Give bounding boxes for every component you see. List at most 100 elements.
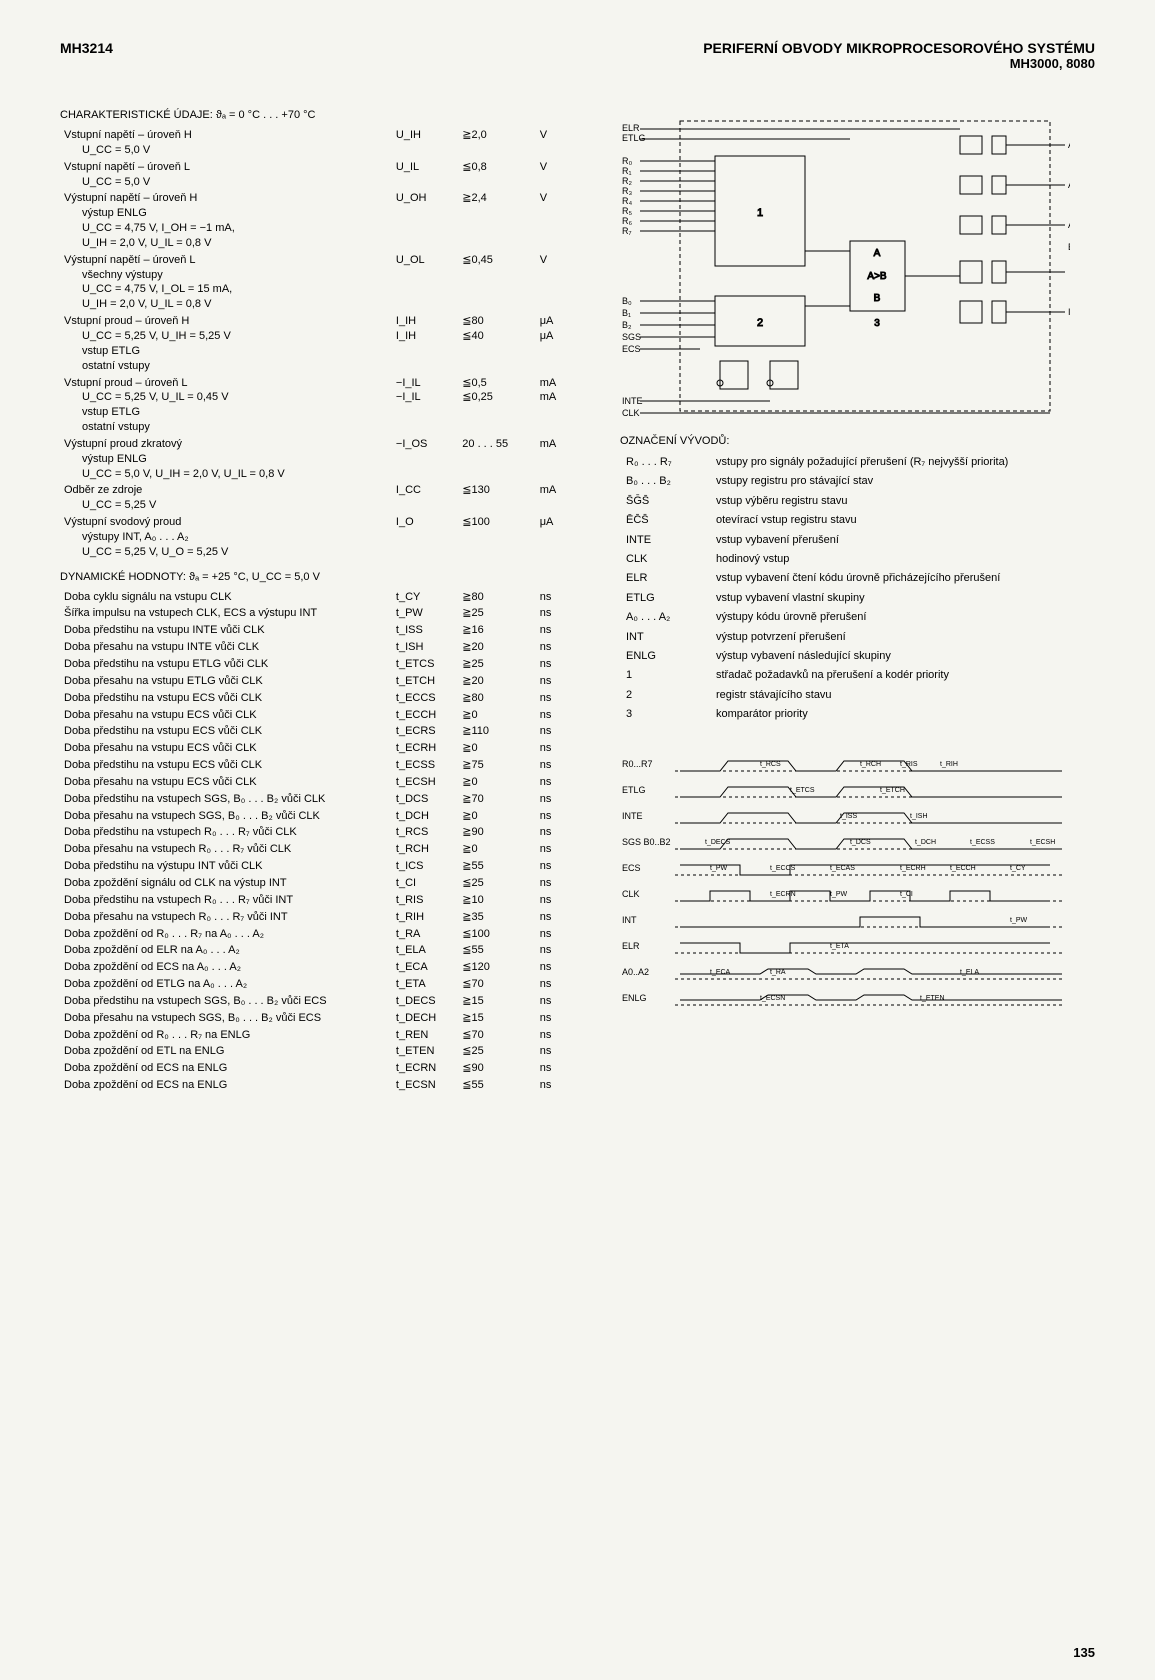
svg-text:t_ECAS: t_ECAS (830, 865, 855, 872)
svg-text:t_ECSH: t_ECSH (1030, 839, 1055, 846)
svg-text:t_ECSS: t_ECSS (970, 839, 995, 846)
pin-name: R₀ . . . R₇ (620, 453, 710, 472)
spec-desc: Doba předstihu na vstupu ECS vůči CLK (60, 757, 392, 774)
spec-unit: ns (536, 656, 580, 673)
spec-unit: ns (536, 740, 580, 757)
spec-symbol: t_DECH (392, 1010, 458, 1027)
svg-text:R0...R7: R0...R7 (622, 759, 653, 769)
spec-unit: ns (536, 1060, 580, 1077)
title: PERIFERNÍ OBVODY MIKROPROCESOROVÉHO SYST… (703, 40, 1095, 56)
svg-text:INTE: INTE (622, 396, 643, 406)
spec-desc: Doba přesahu na vstupu ECS vůči CLK (60, 740, 392, 757)
spec-unit: μAμA (536, 313, 580, 374)
pin-desc: výstupy kódu úrovně přerušení (710, 608, 1095, 627)
spec-symbol: t_ECRN (392, 1060, 458, 1077)
spec-symbol: t_RCS (392, 824, 458, 841)
spec-unit: ns (536, 1077, 580, 1094)
pin-desc: registr stávajícího stavu (710, 686, 1095, 705)
pin-desc: komparátor priority (710, 705, 1095, 724)
svg-text:B₁: B₁ (622, 308, 631, 318)
block-diagram: 1 2 A A>B B 3 (620, 101, 1095, 421)
spec-value: ≦80≦40 (458, 313, 535, 374)
svg-text:t_ECCH: t_ECCH (950, 865, 976, 872)
spec-value: ≧75 (458, 757, 535, 774)
spec-desc: Doba zpoždění od R₀ . . . R₇ na ENLG (60, 1027, 392, 1044)
svg-text:A₁: A₁ (1068, 180, 1070, 190)
spec-symbol: −I_OS (392, 436, 458, 483)
spec-value: ≦100 (458, 926, 535, 943)
spec-symbol: t_ETEN (392, 1043, 458, 1060)
spec-value: ≧110 (458, 723, 535, 740)
spec-desc: Doba zpoždění od ETL na ENLG (60, 1043, 392, 1060)
spec-value: ≧0 (458, 774, 535, 791)
spec-value: ≧20 (458, 673, 535, 690)
spec-symbol: t_REN (392, 1027, 458, 1044)
spec-desc: Doba přesahu na vstupu ETLG vůči CLK (60, 673, 392, 690)
svg-text:t_DCS: t_DCS (850, 839, 871, 846)
svg-text:A>B: A>B (867, 271, 887, 282)
spec-value: ≦55 (458, 942, 535, 959)
pin-desc: vstupy registru pro stávající stav (710, 472, 1095, 491)
spec-value: ≦90 (458, 1060, 535, 1077)
spec-value: ≧55 (458, 858, 535, 875)
spec-unit: ns (536, 892, 580, 909)
pin-name: ETLG (620, 589, 710, 608)
spec-value: ≧0 (458, 707, 535, 724)
spec-symbol: I_O (392, 514, 458, 561)
spec-symbol: t_DECS (392, 993, 458, 1010)
pin-desc: vstup výběru registru stavu (710, 492, 1095, 511)
svg-text:ENLG: ENLG (1068, 242, 1070, 252)
svg-text:ECS: ECS (622, 863, 641, 873)
svg-text:R₂: R₂ (622, 176, 632, 186)
svg-text:R₆: R₆ (622, 216, 632, 226)
part-number: MH3214 (60, 40, 113, 56)
spec-unit: ns (536, 824, 580, 841)
pin-name: 3 (620, 705, 710, 724)
svg-text:t_ECSN: t_ECSN (760, 995, 785, 1002)
spec-unit: ns (536, 976, 580, 993)
spec-value: ≦25 (458, 1043, 535, 1060)
spec-symbol: t_RIS (392, 892, 458, 909)
spec-symbol: t_PW (392, 605, 458, 622)
spec-symbol: U_IH (392, 127, 458, 159)
spec-desc: Doba předstihu na vstupu ETLG vůči CLK (60, 656, 392, 673)
spec-value: ≧80 (458, 690, 535, 707)
pin-name: 1 (620, 666, 710, 685)
svg-text:t_ISH: t_ISH (910, 813, 928, 820)
page-number: 135 (1073, 1645, 1095, 1660)
page-header: MH3214 PERIFERNÍ OBVODY MIKROPROCESOROVÉ… (60, 40, 1095, 71)
spec-desc: Doba předstihu na vstupech SGS, B₀ . . .… (60, 791, 392, 808)
spec-desc: Doba zpoždění signálu od CLK na výstup I… (60, 875, 392, 892)
spec-value: ≦55 (458, 1077, 535, 1094)
title-block: PERIFERNÍ OBVODY MIKROPROCESOROVÉHO SYST… (703, 40, 1095, 71)
spec-symbol: t_RCH (392, 841, 458, 858)
svg-text:t_PW: t_PW (710, 865, 728, 872)
spec-unit: ns (536, 723, 580, 740)
spec-value: 20 . . . 55 (458, 436, 535, 483)
svg-text:t_RCS: t_RCS (760, 761, 781, 768)
pin-desc: vstup vybavení přerušení (710, 531, 1095, 550)
spec-desc: Doba zpoždění od ECS na A₀ . . . A₂ (60, 959, 392, 976)
spec-symbol: t_ISH (392, 639, 458, 656)
svg-text:t_RA: t_RA (770, 969, 786, 976)
spec-symbol: t_RA (392, 926, 458, 943)
spec-symbol: t_ETCH (392, 673, 458, 690)
spec-unit: ns (536, 1010, 580, 1027)
spec-unit: ns (536, 808, 580, 825)
spec-unit: V (536, 252, 580, 313)
svg-text:t_DECS: t_DECS (705, 839, 731, 846)
dynamic-table: Doba cyklu signálu na vstupu CLKt_CY≧80n… (60, 589, 580, 1094)
pin-name: A₀ . . . A₂ (620, 608, 710, 627)
svg-text:ECS: ECS (622, 344, 641, 354)
svg-text:t_RIH: t_RIH (940, 761, 958, 768)
svg-text:INTE: INTE (622, 811, 643, 821)
svg-text:R₃: R₃ (622, 186, 632, 196)
svg-text:B₂: B₂ (622, 320, 632, 330)
spec-symbol: t_ECSS (392, 757, 458, 774)
svg-text:t_DCH: t_DCH (915, 839, 936, 846)
pin-desc: vstup vybavení vlastní skupiny (710, 589, 1095, 608)
pin-desc: výstup vybavení následující skupiny (710, 647, 1095, 666)
svg-text:A₂: A₂ (1068, 220, 1070, 230)
spec-symbol: t_CY (392, 589, 458, 606)
pin-name: 2 (620, 686, 710, 705)
